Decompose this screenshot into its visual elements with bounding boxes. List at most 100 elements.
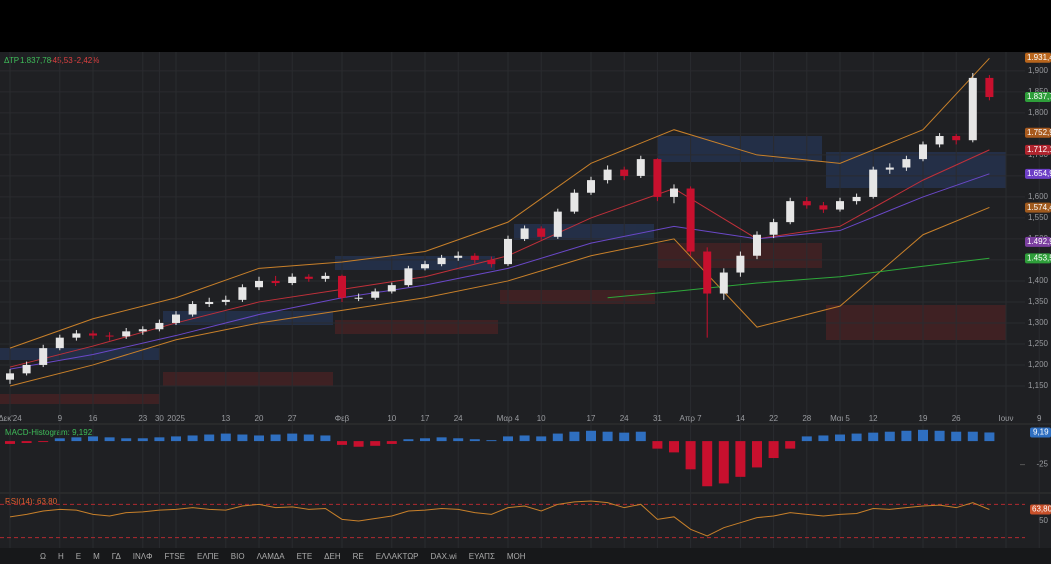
y-tick-label: 1,200 xyxy=(1028,360,1049,369)
price-tag xyxy=(1025,127,1051,138)
toolbar-item[interactable]: ΜΟΗ xyxy=(507,552,526,561)
rsi-title: RSI(14): 63,80 xyxy=(5,497,58,506)
macd-bar xyxy=(851,433,862,442)
macd-bar xyxy=(171,436,181,442)
candle-body xyxy=(271,280,280,284)
macd-bar xyxy=(503,436,513,442)
toolbar-item[interactable]: Η xyxy=(58,552,64,561)
macd-bar xyxy=(801,436,812,442)
candle-body xyxy=(869,169,878,197)
top-bar xyxy=(0,0,1051,52)
macd-bar xyxy=(918,429,928,442)
y-tick-label: 1,550 xyxy=(1028,213,1049,222)
zone xyxy=(514,224,654,240)
price-tag-label: 1.574,4 xyxy=(1027,203,1051,212)
toolbar-item[interactable]: ΛΑΜΔΑ xyxy=(257,552,286,561)
toolbar-item[interactable]: ΔΕΗ xyxy=(324,552,341,561)
toolbar-item[interactable]: FTSE xyxy=(165,552,185,561)
toolbar-item[interactable]: ΒΙΟ xyxy=(231,552,245,561)
candle-body xyxy=(935,136,944,145)
candle-body xyxy=(371,291,380,298)
x-tick-label: 24 xyxy=(620,414,629,423)
toolbar-item[interactable]: RE xyxy=(353,552,364,561)
macd-bar xyxy=(154,437,165,442)
rsi-line xyxy=(9,500,990,537)
zone xyxy=(826,152,1006,188)
candle-body xyxy=(985,77,994,98)
indicator-line xyxy=(9,173,990,370)
macd-bar xyxy=(934,430,945,442)
macd-bar xyxy=(718,441,729,484)
x-tick-label: 13 xyxy=(221,414,230,423)
macd-bar xyxy=(469,439,480,442)
toolbar-item[interactable]: ΙΝΛΦ xyxy=(133,552,153,561)
macd-bar xyxy=(486,440,497,442)
macd-bar xyxy=(619,432,630,442)
y-tick-label: 1,400 xyxy=(1028,276,1049,285)
zone xyxy=(163,372,333,386)
price-tag-label: 1.931,4 xyxy=(1027,53,1051,62)
macd-bar xyxy=(785,441,796,449)
macd-tag xyxy=(1030,427,1051,438)
price-tag-label: 1.837,78 xyxy=(1027,92,1051,101)
x-tick-label: 12 xyxy=(869,414,878,423)
toolbar-bg xyxy=(0,548,1051,564)
candle-body xyxy=(387,285,396,292)
y-tick-label: 1,350 xyxy=(1028,297,1049,306)
toolbar-item[interactable]: Ε xyxy=(76,552,81,561)
zone xyxy=(0,394,160,404)
macd-bar xyxy=(552,433,563,442)
toolbar-item[interactable]: Μ xyxy=(93,552,100,561)
candle-body xyxy=(404,268,413,286)
toolbar-item[interactable]: Ω xyxy=(40,552,46,561)
toolbar-item[interactable]: ΓΔ xyxy=(112,552,122,561)
candle-body xyxy=(304,276,313,279)
candle-body xyxy=(537,228,546,237)
candle-body xyxy=(919,144,927,160)
candle-body xyxy=(321,275,330,279)
toolbar-item[interactable]: DAX.wi xyxy=(431,552,457,561)
rsi-tick-label: 50 xyxy=(1039,516,1048,525)
candle-body xyxy=(487,259,496,265)
x-tick-label: 17 xyxy=(587,414,596,423)
macd-bar xyxy=(71,437,82,442)
macd-bar xyxy=(868,432,879,442)
price-tag-label: 1.654,95 xyxy=(1027,169,1051,178)
macd-bar xyxy=(187,435,198,442)
price-tag-label: 1.712,10 xyxy=(1027,145,1051,154)
macd-bar xyxy=(602,431,613,442)
x-tick-label: Δεκ'24 xyxy=(0,414,22,423)
y-tick-label: 1,250 xyxy=(1028,339,1049,348)
macd-bar xyxy=(270,434,281,442)
candle-body xyxy=(703,251,712,294)
macd-bar xyxy=(54,438,65,442)
rsi-tag-label: 63,80 xyxy=(1032,505,1051,514)
x-tick-label: Ιουν xyxy=(998,414,1013,423)
toolbar-item[interactable]: ΕΥΑΠΣ xyxy=(469,552,495,561)
x-tick-label: 31 xyxy=(653,414,662,423)
macd-bar xyxy=(121,438,132,442)
candle-body xyxy=(852,196,861,202)
macd-tag-label: 9,19 xyxy=(1033,428,1049,437)
x-tick-label: Μαι 5 xyxy=(830,414,850,423)
candle-body xyxy=(769,222,778,235)
candle-body xyxy=(454,255,463,258)
y-tick-label: 1,600 xyxy=(1028,192,1049,201)
candle-body xyxy=(205,301,214,305)
candle-body xyxy=(105,335,114,337)
toolbar-item[interactable]: ΕΤΕ xyxy=(297,552,313,561)
x-tick-label: 16 xyxy=(89,414,98,423)
macd-tick-label: -25 xyxy=(1036,460,1048,469)
x-tick-label: 27 xyxy=(288,414,297,423)
toolbar-item[interactable]: ΕΛΛΑΚΤΩΡ xyxy=(376,552,419,561)
candle-body xyxy=(188,304,197,315)
candle-body xyxy=(819,205,828,210)
y-tick-label: 1,150 xyxy=(1028,381,1049,390)
toolbar-item[interactable]: ΕΛΠΕ xyxy=(197,552,219,561)
y-tick-label: 1,850 xyxy=(1028,87,1049,96)
price-tag xyxy=(1025,253,1051,264)
candle-body xyxy=(636,159,645,176)
candle-body xyxy=(603,169,612,181)
candle-body xyxy=(155,322,164,330)
candle-body xyxy=(719,272,728,294)
